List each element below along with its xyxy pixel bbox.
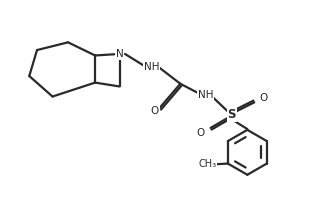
Text: S: S xyxy=(228,108,236,121)
Text: O: O xyxy=(260,93,268,103)
Text: O: O xyxy=(151,106,159,116)
Text: O: O xyxy=(196,128,205,138)
Text: NH: NH xyxy=(144,62,159,72)
Text: NH: NH xyxy=(198,90,214,100)
Text: N: N xyxy=(116,49,124,59)
Text: CH₃: CH₃ xyxy=(199,159,217,169)
